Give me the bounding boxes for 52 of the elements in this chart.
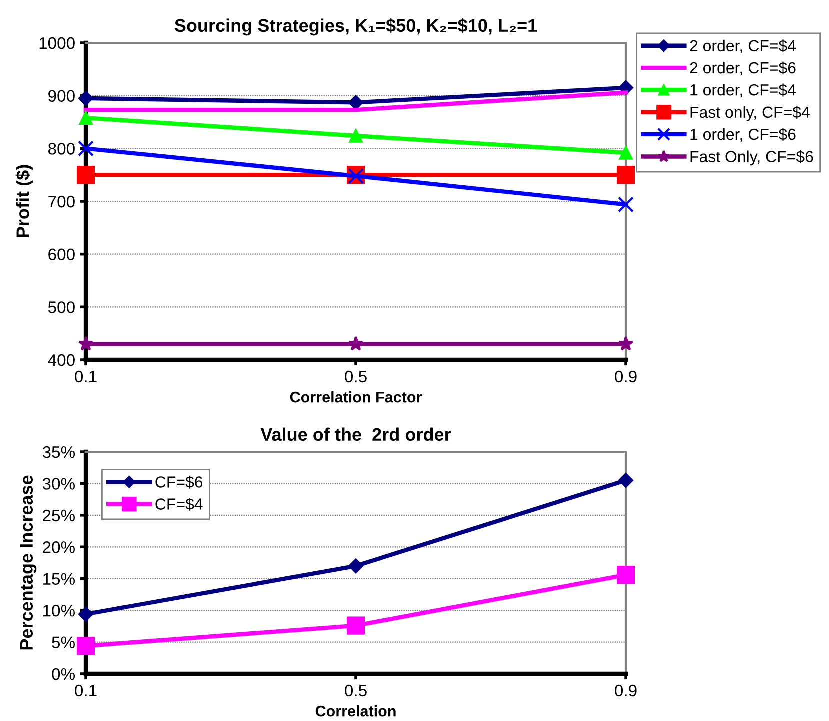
y-tick-label: 700 bbox=[48, 196, 75, 208]
point bbox=[348, 336, 364, 351]
y-tick-label: 15% bbox=[43, 573, 75, 586]
x-tick-label: 0.5 bbox=[345, 370, 367, 383]
point bbox=[616, 166, 636, 184]
y-tick-label: 800 bbox=[48, 143, 75, 155]
point bbox=[618, 336, 634, 351]
point bbox=[618, 472, 634, 488]
chart-title: Value of the 2rd order bbox=[260, 428, 452, 442]
legend-label: 2 order, CF=$6 bbox=[690, 62, 796, 76]
y-axis-title: Percentage Increase bbox=[20, 476, 37, 650]
chart-title: Sourcing Strategies, K₁=$50, K₂=$10, L₂=1 bbox=[174, 18, 538, 36]
x-tick-label: 0.1 bbox=[75, 684, 97, 697]
y-tick-label: 600 bbox=[48, 248, 75, 261]
point bbox=[76, 166, 96, 184]
point bbox=[618, 196, 634, 213]
legend-label: CF=$6 bbox=[156, 476, 203, 489]
point bbox=[616, 566, 636, 584]
y-tick-label: 30% bbox=[42, 478, 75, 490]
point bbox=[619, 146, 633, 160]
legend-label: CF=$4 bbox=[156, 498, 203, 511]
legend-label: Fast only, CF=$4 bbox=[690, 106, 810, 122]
point bbox=[78, 606, 94, 622]
x-tick-label: 0.5 bbox=[345, 684, 367, 697]
x-axis-title: Correlation Factor bbox=[290, 392, 422, 403]
y-tick-label: 10% bbox=[43, 604, 75, 617]
point bbox=[349, 129, 363, 143]
y-tick-label: 1000 bbox=[40, 37, 75, 50]
legend-label: 1 order, CF=$4 bbox=[690, 84, 796, 98]
point bbox=[78, 90, 94, 106]
y-tick-label: 400 bbox=[48, 354, 75, 366]
point bbox=[346, 616, 366, 635]
y-tick-label: 20% bbox=[43, 542, 75, 554]
point bbox=[76, 637, 96, 656]
y-tick-label: 5% bbox=[52, 636, 75, 648]
point bbox=[348, 558, 364, 574]
legend-label: 2 order, CF=$4 bbox=[690, 40, 796, 54]
legend-label: Fast Only, CF=$6 bbox=[690, 150, 814, 166]
x-axis-title: Correlation bbox=[316, 706, 396, 717]
y-tick-label: 900 bbox=[48, 90, 75, 102]
y-tick-label: 35% bbox=[42, 446, 75, 458]
x-tick-label: 0.9 bbox=[615, 684, 637, 697]
point bbox=[79, 111, 93, 125]
legend-label: 1 order, CF=$6 bbox=[690, 128, 796, 142]
x-tick-label: 0.1 bbox=[75, 370, 97, 383]
point bbox=[78, 336, 94, 351]
y-tick-label: 0% bbox=[52, 668, 75, 680]
y-tick-label: 25% bbox=[43, 510, 75, 522]
point bbox=[78, 140, 94, 157]
x-tick-label: 0.9 bbox=[615, 370, 637, 383]
y-tick-label: 500 bbox=[48, 302, 75, 314]
y-axis-title: Profit ($) bbox=[16, 165, 33, 238]
